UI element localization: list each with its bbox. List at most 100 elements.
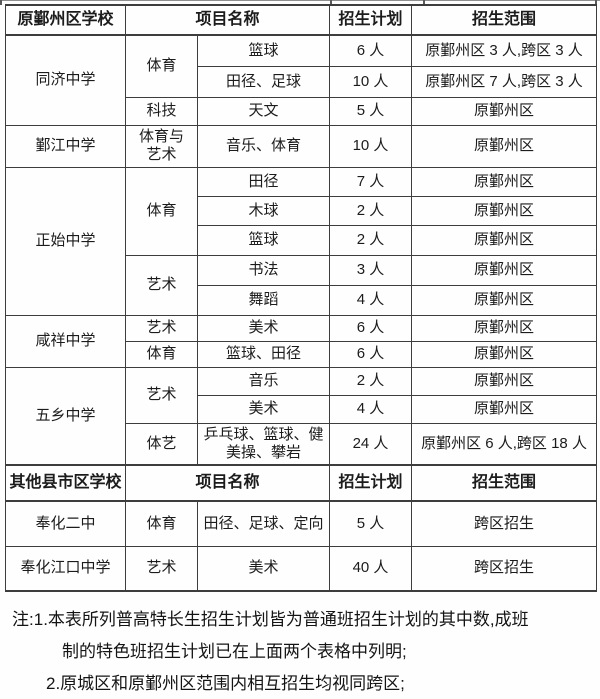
project-cell: 木球: [196, 195, 331, 226]
note-line-2: 制的特色班招生计划已在上面两个表格中列明;: [62, 642, 407, 661]
table-row: 五乡中学 艺术 音乐 2 人 原鄞州区: [5, 366, 598, 466]
project-cell: 舞蹈: [196, 284, 331, 316]
table-row: 鄞江中学 体育与 艺术 音乐、体育 10 人 原鄞州区: [5, 124, 598, 168]
header-project: 项目名称: [124, 4, 331, 36]
table-row: 艺术 书法 3 人 原鄞州区: [6, 254, 598, 316]
project-cell: 篮球: [196, 34, 331, 67]
category-cell: 体育与 艺术: [125, 124, 198, 168]
plan-cell: 3 人: [329, 254, 413, 286]
table-row: 美术 4 人 原鄞州区: [6, 394, 598, 424]
scope-cell: 原鄞州区 3 人,跨区 3 人: [411, 34, 598, 67]
project-cell: 田径、足球、定向: [196, 500, 331, 547]
header-school: 原鄞州区学校: [5, 4, 126, 36]
scope-cell: 原鄞州区: [411, 224, 598, 256]
scope-cell: 原鄞州区: [411, 340, 598, 368]
school-cell: 奉化江口中学: [5, 545, 126, 592]
cropped-table-remnant-stub: [595, 0, 597, 5]
category-cell: 艺术: [125, 254, 198, 316]
header-scope: 招生范围: [411, 4, 598, 36]
project-cell: 音乐、体育: [196, 124, 331, 168]
scope-cell: 原鄞州区: [411, 254, 598, 286]
plan-cell: 2 人: [329, 366, 413, 396]
header-scope: 招生范围: [411, 464, 598, 502]
scope-cell: 跨区招生: [411, 500, 598, 547]
plan-cell: 6 人: [329, 340, 413, 368]
plan-cell: 6 人: [329, 34, 413, 67]
scope-cell: 原鄞州区: [411, 394, 598, 424]
cropped-table-remnant-stub: [0, 0, 2, 5]
category-cell: 体育: [125, 340, 198, 368]
note-label: 注:: [12, 610, 34, 629]
note-line-3: 2.原城区和原鄞州区范围内相互招生均视同跨区;: [46, 674, 405, 693]
category-cell: 体育: [125, 166, 198, 256]
school-cell: 咸祥中学: [5, 314, 126, 368]
category-cell: 科技: [125, 96, 198, 126]
note-text: 1.本表所列普高特长生招生计划皆为普通班招生计划的其中数,成班: [33, 610, 529, 629]
plan-cell: 24 人: [329, 422, 413, 466]
header-plan: 招生计划: [329, 464, 413, 502]
category-cell: 艺术: [125, 366, 198, 424]
header-project: 项目名称: [124, 464, 331, 502]
category-cell: 体育: [125, 500, 198, 547]
project-cell: 篮球、田径: [196, 340, 331, 368]
table1-header-row: 原鄞州区学校 项目名称 招生计划 招生范围: [5, 4, 598, 36]
table-row: 体育 篮球、田径 6 人 原鄞州区: [6, 340, 598, 368]
table-row: 奉化江口中学 艺术 美术 40 人 跨区招生: [5, 545, 598, 592]
scope-cell: 跨区招生: [411, 545, 598, 592]
plan-cell: 10 人: [329, 124, 413, 168]
project-cell: 美术: [196, 314, 331, 342]
category-cell: 艺术: [125, 545, 198, 592]
project-cell: 美术: [196, 394, 331, 424]
cropped-table-remnant-line: [0, 0, 600, 1]
scope-cell: 原鄞州区: [411, 195, 598, 226]
table-row: 正始中学 体育 田径 7 人 原鄞州区: [5, 166, 598, 316]
scope-cell: 原鄞州区: [411, 124, 598, 168]
school-cell: 奉化二中: [5, 500, 126, 547]
table-row: 同济中学 体育 篮球 6 人 原鄞州区 3 人,跨区 3 人: [5, 34, 598, 126]
project-cell: 田径、足球: [196, 65, 331, 98]
plan-cell: 5 人: [329, 500, 413, 547]
school-cell: 五乡中学: [5, 366, 126, 466]
category-cell: 体育: [125, 34, 198, 98]
scope-cell: 原鄞州区: [411, 166, 598, 197]
header-school: 其他县市区学校: [5, 464, 126, 502]
plan-cell: 4 人: [329, 284, 413, 316]
scope-cell: 原鄞州区 6 人,跨区 18 人: [411, 422, 598, 466]
table-row: 篮球 2 人 原鄞州区: [6, 224, 598, 256]
cropped-table-remnant-stub: [330, 0, 332, 5]
scope-cell: 原鄞州区: [411, 314, 598, 342]
plan-cell: 5 人: [329, 96, 413, 126]
scope-cell: 原鄞州区: [411, 366, 598, 396]
project-cell: 美术: [196, 545, 331, 592]
school-cell: 正始中学: [5, 166, 126, 316]
category-cell: 艺术: [125, 314, 198, 342]
project-cell: 田径: [196, 166, 331, 197]
table-row: 木球 2 人 原鄞州区: [6, 195, 598, 226]
header-plan: 招生计划: [329, 4, 413, 36]
plan-cell: 4 人: [329, 394, 413, 424]
project-cell: 天文: [196, 96, 331, 126]
notes: 注:1.本表所列普高特长生招生计划皆为普通班招生计划的其中数,成班 制的特色班招…: [12, 604, 529, 699]
scope-cell: 原鄞州区 7 人,跨区 3 人: [411, 65, 598, 98]
plan-cell: 2 人: [329, 224, 413, 256]
project-cell: 书法: [196, 254, 331, 286]
plan-cell: 7 人: [329, 166, 413, 197]
plan-cell: 40 人: [329, 545, 413, 592]
table2-header-row: 其他县市区学校 项目名称 招生计划 招生范围: [5, 464, 598, 502]
table-row: 舞蹈 4 人 原鄞州区: [6, 284, 598, 316]
school-cell: 鄞江中学: [5, 124, 126, 168]
project-cell: 乒乓球、篮球、健 美操、攀岩: [196, 422, 331, 466]
category-cell: 体艺: [125, 422, 198, 466]
project-cell: 篮球: [196, 224, 331, 256]
enrollment-plan-table: 原鄞州区学校 项目名称 招生计划 招生范围 同济中学 体育 篮球 6 人 原鄞州…: [5, 4, 598, 592]
table-row: 奉化二中 体育 田径、足球、定向 5 人 跨区招生: [5, 500, 598, 547]
plan-cell: 6 人: [329, 314, 413, 342]
note-line-1: 注:1.本表所列普高特长生招生计划皆为普通班招生计划的其中数,成班: [12, 604, 529, 636]
scope-cell: 原鄞州区: [411, 284, 598, 316]
school-cell: 同济中学: [5, 34, 126, 126]
plan-cell: 10 人: [329, 65, 413, 98]
plan-cell: 2 人: [329, 195, 413, 226]
project-cell: 音乐: [196, 366, 331, 396]
table-row: 咸祥中学 艺术 美术 6 人 原鄞州区: [5, 314, 598, 368]
